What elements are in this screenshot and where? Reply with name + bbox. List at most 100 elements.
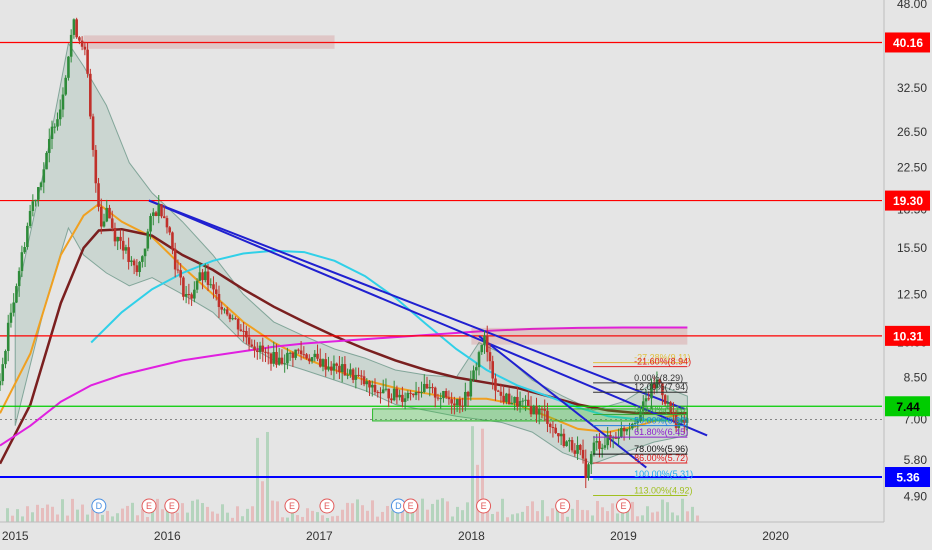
volume-bar: [206, 506, 209, 522]
event-marker-circle: [319, 498, 335, 514]
candle-body: [272, 352, 276, 364]
volume-bar: [286, 517, 289, 522]
earnings-marker[interactable]: E: [141, 498, 157, 514]
candle-body: [266, 352, 270, 354]
candle-body: [187, 294, 191, 296]
volume-bar: [376, 516, 379, 522]
candle-body: [464, 391, 467, 407]
price-axis[interactable]: 48.0040.0032.5026.5022.5018.5015.5012.50…: [883, 0, 932, 550]
volume-bar: [676, 515, 679, 522]
candle-body: [165, 218, 169, 228]
candle-body: [332, 363, 336, 371]
price-badge-label: 10.31: [893, 329, 923, 343]
candle-body: [557, 433, 560, 437]
candle-body: [302, 354, 306, 356]
dividend-marker[interactable]: D: [91, 498, 107, 514]
event-marker-circle: [91, 498, 107, 514]
volume-bar: [371, 500, 374, 522]
candle-body: [436, 397, 440, 399]
volume-bar: [156, 498, 159, 522]
fib-level-label: 113.00%(4.92): [634, 485, 692, 495]
volume-bar: [191, 500, 194, 522]
volume-bar: [316, 512, 319, 522]
event-marker-label: D: [96, 501, 103, 511]
candle-body: [239, 329, 243, 331]
candle-body: [193, 289, 196, 299]
earnings-marker[interactable]: E: [555, 498, 571, 514]
candle-body: [666, 402, 670, 404]
price-tick-label: 5.80: [904, 453, 928, 467]
volume-bar: [346, 502, 349, 522]
volume-bar: [296, 515, 299, 522]
volume-bar: [431, 503, 434, 522]
price-badge: 19.30: [885, 190, 930, 211]
volume-bar: [86, 514, 89, 522]
fib-level-label: 50.00%(6.80): [634, 416, 688, 426]
volume-bar: [56, 514, 59, 522]
volume-bar: [101, 514, 104, 522]
volume-bar: [326, 517, 329, 522]
earnings-marker[interactable]: E: [476, 498, 492, 514]
earnings-marker[interactable]: E: [403, 498, 419, 514]
candle-body: [483, 335, 486, 345]
candle-body: [573, 450, 577, 454]
candle-body: [351, 369, 355, 380]
candle-body: [431, 387, 434, 389]
time-tick-label: 2019: [610, 529, 637, 543]
volume-bar: [196, 499, 199, 522]
candle-body: [346, 374, 349, 376]
candle-body: [297, 349, 300, 351]
volume-bar: [471, 426, 474, 522]
volume-bar: [551, 508, 554, 522]
earnings-marker[interactable]: E: [164, 498, 180, 514]
candle-body: [190, 294, 193, 299]
candle-body: [146, 231, 150, 249]
volume-bar: [496, 511, 499, 522]
candle-body: [568, 440, 571, 442]
candle-body: [494, 378, 497, 391]
volume-bar: [546, 516, 549, 522]
earnings-marker[interactable]: E: [319, 498, 335, 514]
candle-body: [119, 236, 122, 241]
event-marker-label: D: [395, 501, 402, 511]
price-badge-box: [885, 325, 930, 346]
candle-body: [53, 126, 57, 128]
candle-body: [543, 409, 547, 411]
candle-body: [368, 381, 371, 388]
candle-body: [540, 408, 544, 410]
volume-bar: [516, 513, 519, 522]
candle-body: [75, 19, 78, 38]
volume-bar: [586, 510, 589, 522]
volume-bar: [541, 500, 544, 522]
volume-bar: [251, 506, 254, 522]
candle-body: [565, 441, 568, 447]
fib-level-label: 61.80%(6.45): [634, 427, 688, 437]
earnings-marker[interactable]: E: [284, 498, 300, 514]
candle-body: [362, 376, 366, 385]
price-badge-label: 40.16: [893, 36, 923, 50]
earnings-marker[interactable]: E: [615, 498, 631, 514]
candle-body: [105, 207, 109, 222]
volume-bar: [276, 501, 279, 522]
candle-body: [532, 405, 536, 415]
price-tick-label: 26.50: [897, 125, 927, 139]
candle-body: [15, 286, 18, 303]
volume-bar: [486, 504, 489, 522]
volume-bar: [186, 512, 189, 522]
candle-body: [499, 391, 503, 396]
moving-average-line: [90, 249, 688, 421]
volume-bar: [521, 511, 524, 522]
time-axis-background: [0, 522, 932, 550]
candle-body: [69, 34, 73, 57]
candle-body: [592, 442, 596, 454]
time-axis[interactable]: 2015 2016 2017 2018 2019 2020: [0, 521, 932, 550]
candle-body: [433, 387, 437, 398]
volume-bar: [246, 508, 249, 522]
candles-layer: [0, 17, 689, 489]
candle-body: [669, 402, 672, 412]
candle-body: [658, 379, 661, 384]
volume-bar: [631, 501, 634, 522]
candle-body: [275, 352, 278, 365]
event-marker-label: E: [408, 501, 414, 511]
